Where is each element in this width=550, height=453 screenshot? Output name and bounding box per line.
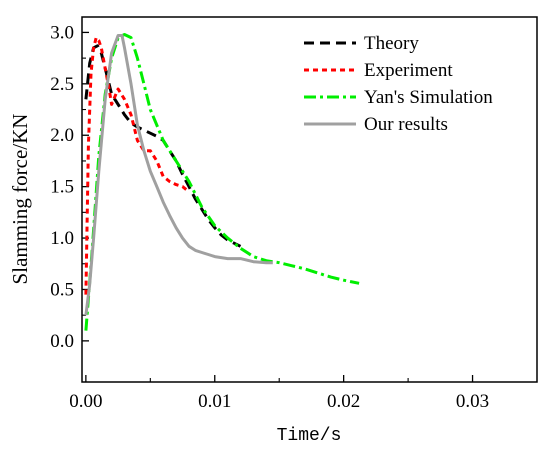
legend-label-yan-s-simulation: Yan's Simulation <box>364 87 493 108</box>
x-tick-label: 0.00 <box>69 391 102 412</box>
legend-label-theory: Theory <box>364 33 419 54</box>
y-tick-label: 1.0 <box>50 228 74 249</box>
legend-label-experiment: Experiment <box>364 60 453 81</box>
x-tick-label: 0.01 <box>198 391 231 412</box>
series-line-experiment <box>84 36 190 295</box>
plot-frame <box>81 16 538 383</box>
x-tick-label: 0.03 <box>456 391 489 412</box>
y-tick-label: 0.0 <box>50 331 74 352</box>
x-axis-ticks: 0.00 0.01 0.02 0.03 <box>69 375 489 412</box>
x-axis-label: Time/s <box>277 426 342 446</box>
y-tick-label: 2.0 <box>50 125 74 146</box>
series-line-yan-s-simulation <box>84 33 360 331</box>
y-tick-label: 1.5 <box>50 177 74 198</box>
legend: Theory Experiment Yan's Simulation Our resu… <box>304 33 493 135</box>
series-line-our-results <box>84 34 273 316</box>
series-lines <box>84 33 360 331</box>
y-tick-label: 3.0 <box>50 22 74 43</box>
y-tick-label: 2.5 <box>50 74 74 95</box>
y-axis-label: Slamming force/KN <box>8 114 32 285</box>
legend-label-our-results: Our results <box>364 114 448 135</box>
x-tick-label: 0.02 <box>327 391 360 412</box>
y-axis-ticks: 0.0 0.5 1.0 1.5 2.0 2.5 3.0 <box>50 22 89 352</box>
y-tick-label: 0.5 <box>50 279 74 300</box>
